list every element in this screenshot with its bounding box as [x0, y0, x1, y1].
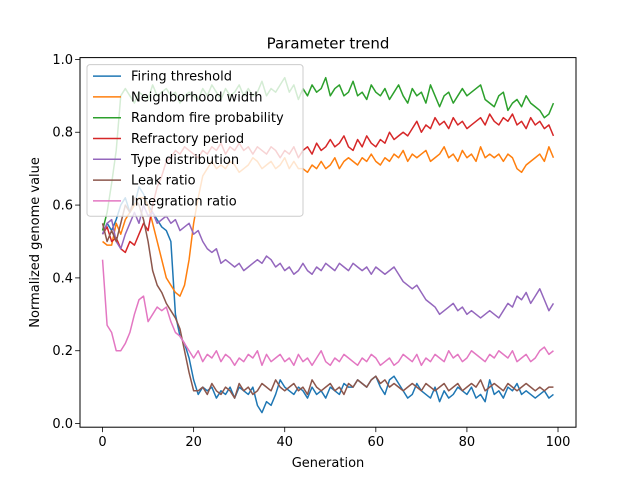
legend-label: Firing threshold — [131, 70, 232, 85]
legend-label: Leak ratio — [131, 174, 196, 189]
legend: Firing threshold Neighborhood width Random… — [86, 64, 304, 217]
x-tick-label: 20 — [185, 435, 202, 450]
x-tick-label: 40 — [276, 435, 293, 450]
legend-label: Type distribution — [130, 153, 239, 168]
x-axis-label: Generation — [292, 456, 365, 471]
y-axis-label: Normalized genome value — [28, 157, 43, 328]
legend-label: Refractory period — [131, 132, 244, 147]
x-tick-label: 80 — [459, 435, 476, 450]
series-line-integration-ratio — [101, 259, 554, 367]
y-tick-label: 0.4 — [52, 271, 73, 286]
series-line-leak-ratio — [101, 197, 554, 399]
x-tick-label: 0 — [98, 435, 106, 450]
series-line-neighborhood-width — [102, 146, 555, 297]
y-tick-label: 0.2 — [52, 344, 73, 359]
legend-label: Neighborhood width — [131, 90, 263, 105]
series-line-type-distribution — [101, 204, 555, 319]
y-tick-label: 0.8 — [52, 126, 73, 141]
x-tick-label: 60 — [368, 435, 385, 450]
y-tick-label: 0.0 — [52, 417, 73, 432]
chart-title: Parameter trend — [267, 35, 390, 53]
ticks-layer: 0 20 40 60 80 100 0.0 0.2 0.4 0.6 0.8 1.0 — [52, 53, 570, 450]
y-tick-label: 1.0 — [52, 53, 73, 68]
legend-label: Random fire probability — [131, 111, 284, 126]
x-tick-label: 100 — [546, 435, 571, 450]
legend-label: Integration ratio — [131, 194, 237, 209]
axes-frame — [79, 57, 577, 428]
legend-box — [86, 64, 304, 217]
y-tick-label: 0.6 — [52, 199, 73, 214]
